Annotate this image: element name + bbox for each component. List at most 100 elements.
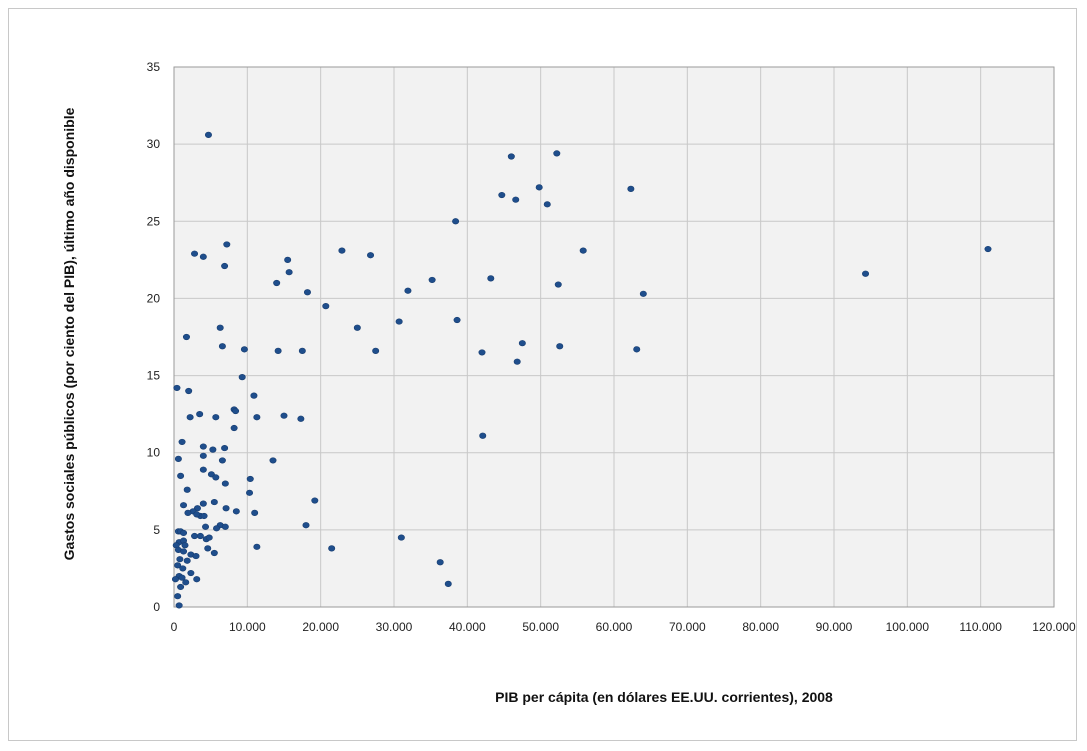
data-point [404, 287, 412, 294]
data-point [196, 411, 204, 418]
data-point [984, 245, 992, 253]
data-point [253, 543, 261, 550]
x-tick-label: 120.000 [1032, 620, 1076, 634]
data-point [251, 509, 259, 516]
data-point [232, 407, 240, 415]
data-point [436, 559, 444, 566]
data-point [212, 414, 220, 421]
x-tick-label: 100.000 [886, 620, 930, 634]
data-point [487, 275, 495, 282]
data-point [174, 562, 182, 569]
data-point [280, 412, 288, 419]
data-point [176, 556, 184, 563]
data-point [518, 340, 526, 347]
data-point [230, 424, 238, 432]
y-tick-label: 5 [153, 523, 160, 537]
data-point [452, 218, 460, 225]
data-point [328, 545, 336, 552]
data-point [512, 196, 520, 203]
data-point [193, 511, 201, 518]
y-axis-title: Gastos sociales públicos (por ciento del… [61, 107, 77, 560]
data-point [178, 438, 186, 446]
data-point [191, 532, 199, 540]
data-point [556, 343, 564, 350]
data-point [297, 415, 305, 422]
data-point [177, 583, 185, 591]
data-point [246, 489, 254, 496]
y-tick-label: 30 [147, 137, 161, 151]
y-tick-label: 35 [147, 60, 161, 74]
data-point [221, 523, 229, 530]
data-point [200, 512, 208, 520]
data-point [221, 444, 229, 452]
data-point [180, 502, 188, 509]
data-point [444, 580, 452, 587]
data-point [303, 289, 311, 296]
data-point [210, 498, 218, 506]
chart-frame: 0 10.000 20.000 30.000 40.000 50.000 60.000 70.… [8, 8, 1077, 741]
data-point [240, 346, 248, 353]
data-point [372, 347, 380, 354]
data-point [191, 250, 199, 257]
data-point [302, 522, 310, 529]
data-point [173, 384, 181, 392]
data-point [221, 262, 229, 270]
data-point [627, 185, 635, 192]
y-tick-label: 25 [147, 214, 161, 228]
data-point [428, 276, 436, 284]
data-point [204, 131, 212, 138]
data-point [202, 523, 210, 530]
data-point [186, 414, 194, 421]
data-point [238, 374, 246, 381]
data-point [218, 457, 226, 464]
data-point [199, 452, 207, 459]
x-tick-label: 80.000 [742, 620, 779, 634]
x-tick-label: 0 [171, 620, 178, 634]
x-tick-label: 30.000 [376, 620, 413, 634]
y-axis-ticks: 0 5 10 15 20 25 30 35 [147, 60, 161, 614]
data-point [199, 500, 207, 507]
x-tick-label: 90.000 [816, 620, 853, 634]
data-point [269, 457, 277, 464]
data-point [205, 534, 213, 541]
data-point [507, 153, 515, 160]
data-point [285, 269, 293, 276]
data-point [250, 392, 258, 399]
data-point [177, 472, 185, 479]
data-point [553, 150, 561, 157]
data-point [478, 349, 486, 356]
data-point [209, 446, 217, 453]
data-point [232, 508, 240, 515]
data-points [171, 131, 992, 609]
data-point [311, 497, 319, 504]
data-point [199, 466, 207, 473]
data-point [322, 303, 330, 310]
data-point [338, 247, 346, 254]
data-point [204, 545, 212, 552]
data-point [175, 602, 183, 609]
data-point [182, 579, 190, 586]
data-point [222, 505, 230, 512]
data-point [218, 343, 226, 350]
data-point [223, 241, 231, 248]
data-point [543, 201, 551, 208]
x-axis-title: PIB per cápita (en dólares EE.UU. corrie… [495, 689, 833, 705]
data-point [174, 593, 182, 600]
data-point [284, 256, 292, 263]
y-tick-label: 15 [147, 369, 161, 383]
x-axis-ticks: 0 10.000 20.000 30.000 40.000 50.000 60.000 70.… [171, 620, 1076, 634]
data-point [298, 347, 306, 354]
data-point [579, 247, 587, 254]
data-point [196, 532, 204, 540]
data-point [353, 324, 361, 331]
x-tick-label: 10.000 [229, 620, 266, 634]
x-tick-label: 50.000 [522, 620, 559, 634]
data-point [498, 191, 506, 199]
data-point [193, 576, 201, 583]
y-tick-label: 0 [153, 600, 160, 614]
data-point [221, 480, 229, 487]
data-point [212, 474, 220, 481]
data-point [639, 290, 647, 297]
x-tick-label: 110.000 [959, 620, 1002, 634]
data-point [210, 549, 218, 557]
